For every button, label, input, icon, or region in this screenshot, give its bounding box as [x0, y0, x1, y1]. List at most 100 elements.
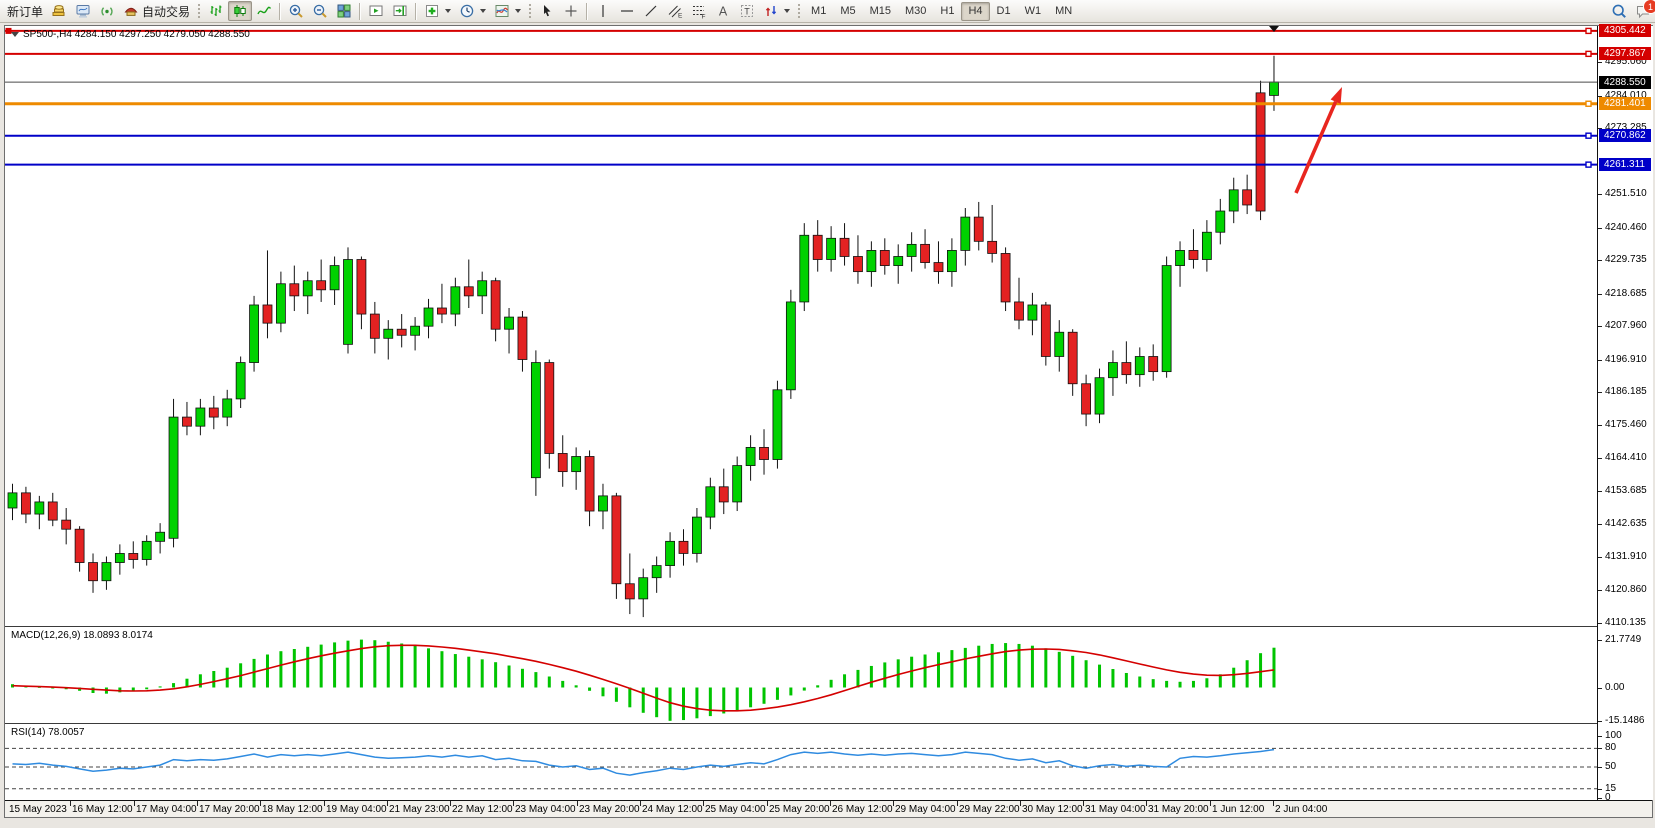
notification-badge: 1 [1643, 0, 1655, 14]
bar-chart-icon [210, 5, 222, 16]
time-label: 18 May 12:00 [262, 804, 323, 815]
price-panel[interactable]: SP500-,H4 4284.150 4297.250 4279.050 428… [5, 26, 1597, 626]
axis-tick [1598, 623, 1602, 624]
price-axis[interactable]: 4295.060 4284.010 4273.285 4251.510 4240.460… [1597, 24, 1653, 803]
toolbar-separator [279, 2, 282, 20]
new-order-button[interactable]: 新订单 [3, 1, 47, 21]
candlestick-chart-button[interactable] [228, 1, 253, 21]
time-tick [767, 801, 768, 806]
line-chart-button[interactable] [252, 1, 276, 21]
axis-tick [1598, 736, 1602, 737]
terminal-icon-icon [76, 5, 90, 18]
price-level-badge: 4281.401 [1599, 97, 1651, 110]
axis-tick [1598, 392, 1602, 393]
text-label-button[interactable]: T [735, 1, 759, 21]
price-tick-label: 4153.685 [1605, 485, 1647, 496]
price-tick-label: 4251.510 [1605, 188, 1647, 199]
zoom-out-button[interactable] [308, 1, 332, 21]
main-toolbar: 新订单 自动交易 E F A T M1 M5 M15 M30 H1 H4 D1 W1 MN 1 [0, 0, 1655, 23]
tile-windows-button[interactable] [332, 1, 356, 21]
collapse-chart-icon[interactable] [11, 32, 19, 37]
crosshair-button[interactable] [559, 1, 583, 21]
text-button[interactable]: A [711, 1, 735, 21]
time-label: 23 May 04:00 [515, 804, 576, 815]
timeframe-mn-button[interactable]: MN [1048, 2, 1079, 21]
arrows-button[interactable] [759, 1, 794, 21]
bar-chart-button[interactable] [204, 1, 228, 21]
equidistant-channel-icon: E [668, 5, 683, 19]
trendline-button[interactable] [639, 1, 663, 21]
svg-text:T: T [744, 7, 750, 17]
time-tick [513, 801, 514, 806]
axis-tick [1598, 458, 1602, 459]
timeframe-h1-button[interactable]: H1 [933, 2, 961, 21]
price-tick-label: 4186.185 [1605, 386, 1647, 397]
timeframe-m15-button[interactable]: M15 [863, 2, 898, 21]
templates-icon [495, 5, 509, 17]
axis-tick [1598, 62, 1602, 63]
rsi-axis-label: 0 [1605, 792, 1611, 803]
axis-tick [1598, 721, 1602, 722]
templates-button[interactable] [490, 1, 525, 21]
chat-button[interactable]: 1 [1631, 0, 1655, 21]
time-tick [1210, 801, 1211, 806]
price-chart-svg[interactable] [5, 26, 1597, 626]
axis-tick [1598, 96, 1602, 97]
price-level-badge: 4270.862 [1599, 129, 1651, 142]
zoom-in-button[interactable] [284, 1, 308, 21]
dropdown-caret-icon[interactable] [445, 9, 452, 13]
price-tick-label: 4273.285 [1605, 122, 1647, 133]
time-axis[interactable]: 15 May 2023 16 May 12:00 17 May 04:00 17 Ma… [5, 800, 1652, 817]
time-tick [1083, 801, 1084, 806]
dropdown-caret-icon[interactable] [784, 9, 791, 13]
crosshair-icon [565, 5, 577, 17]
timeframe-h4-button[interactable]: H4 [961, 1, 990, 21]
gold-bars-icon-button[interactable] [47, 1, 71, 21]
trendline-icon [645, 5, 657, 17]
time-tick [324, 801, 325, 806]
axis-tick [1598, 326, 1602, 327]
toolbar-grip [797, 3, 802, 19]
time-tick [577, 801, 578, 806]
auto-trading-button[interactable]: 自动交易 [119, 1, 194, 21]
macd-chart-svg[interactable] [5, 627, 1597, 723]
time-label: 26 May 12:00 [832, 804, 893, 815]
chart-shift-button[interactable] [388, 1, 412, 21]
tile-windows-icon [337, 4, 351, 18]
timeframe-d1-button[interactable]: D1 [990, 2, 1018, 21]
timeframe-w1-button[interactable]: W1 [1018, 2, 1049, 21]
timeframe-m30-button[interactable]: M30 [898, 2, 933, 21]
toolbar-separator [586, 2, 589, 20]
time-tick [70, 801, 71, 806]
horizontal-line-button[interactable] [615, 1, 639, 21]
rsi-axis-label: 80 [1605, 742, 1617, 753]
auto-trading-button-label: 自动交易 [142, 4, 191, 19]
time-label: 30 May 12:00 [1022, 804, 1083, 815]
new-chart-icon [426, 5, 439, 17]
cursor-button[interactable] [535, 1, 559, 21]
equidistant-channel-button[interactable]: E [663, 1, 687, 21]
timeframe-m1-button[interactable]: M1 [804, 2, 833, 21]
search-button[interactable] [1607, 1, 1631, 21]
timeframe-m5-button[interactable]: M5 [833, 2, 862, 21]
svg-text:A: A [719, 5, 728, 19]
dropdown-caret-icon[interactable] [480, 9, 487, 13]
axis-tick [1598, 798, 1602, 799]
axis-tick [1598, 425, 1602, 426]
fibonacci-icon: F [693, 6, 706, 19]
price-tick-label: 4131.910 [1605, 551, 1647, 562]
time-label: 21 May 23:00 [389, 804, 450, 815]
rsi-panel[interactable]: RSI(14) 78.0057 [5, 723, 1597, 800]
periodicity-button[interactable] [455, 1, 490, 21]
signal-icon-button[interactable] [95, 1, 119, 21]
auto-scroll-button[interactable] [364, 1, 388, 21]
new-chart-button[interactable] [420, 1, 455, 21]
dropdown-caret-icon[interactable] [515, 9, 522, 13]
fibonacci-button[interactable]: F [687, 1, 711, 21]
vertical-line-button[interactable] [591, 1, 615, 21]
rsi-chart-svg[interactable] [5, 724, 1597, 800]
macd-panel[interactable]: MACD(12,26,9) 18.0893 8.0174 [5, 626, 1597, 723]
terminal-icon-button[interactable] [71, 1, 95, 21]
time-label: 16 May 12:00 [72, 804, 133, 815]
time-tick [703, 801, 704, 806]
